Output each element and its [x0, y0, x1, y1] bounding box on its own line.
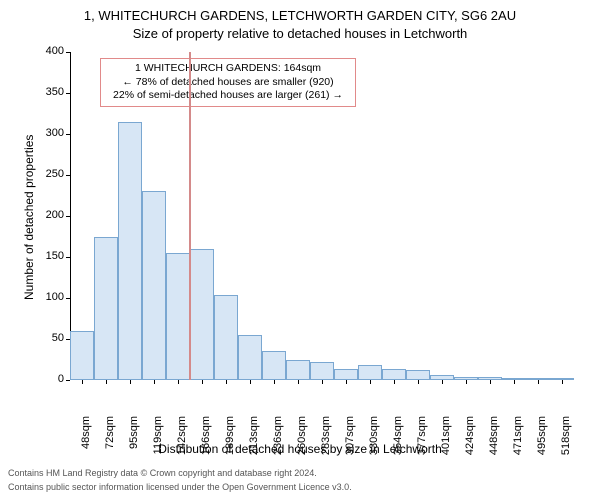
x-tick-mark: [322, 380, 323, 384]
y-tick-label: 0: [34, 373, 64, 385]
x-tick-label: 260sqm: [296, 416, 308, 468]
histogram-bar: [358, 365, 382, 380]
x-tick-mark: [538, 380, 539, 384]
footer-copyright-1: Contains HM Land Registry data © Crown c…: [8, 468, 317, 478]
histogram-bar: [238, 335, 262, 380]
y-tick-label: 100: [34, 291, 64, 303]
y-tick-label: 400: [34, 45, 64, 57]
annotation-line-size: 1 WHITECHURCH GARDENS: 164sqm: [107, 62, 349, 76]
x-tick-label: 495sqm: [536, 416, 548, 468]
footer-copyright-2: Contains public sector information licen…: [8, 482, 352, 492]
x-tick-label: 471sqm: [512, 416, 524, 468]
y-tick-mark: [66, 298, 70, 299]
histogram-bar: [190, 249, 214, 380]
histogram-bar: [286, 360, 310, 381]
x-tick-label: 424sqm: [464, 416, 476, 468]
chart-title-address: 1, WHITECHURCH GARDENS, LETCHWORTH GARDE…: [0, 8, 600, 23]
annotation-line-larger: 22% of semi-detached houses are larger (…: [107, 89, 349, 103]
x-tick-mark: [226, 380, 227, 384]
x-tick-mark: [178, 380, 179, 384]
x-tick-label: 166sqm: [200, 416, 212, 468]
histogram-bar: [94, 237, 118, 381]
x-tick-label: 236sqm: [272, 416, 284, 468]
y-tick-mark: [66, 52, 70, 53]
property-annotation-box: 1 WHITECHURCH GARDENS: 164sqm ← 78% of d…: [100, 58, 356, 107]
x-tick-mark: [466, 380, 467, 384]
x-tick-label: 119sqm: [152, 416, 164, 468]
y-tick-label: 150: [34, 250, 64, 262]
y-tick-label: 350: [34, 86, 64, 98]
x-tick-mark: [394, 380, 395, 384]
x-tick-mark: [274, 380, 275, 384]
x-tick-mark: [154, 380, 155, 384]
chart-figure: 1, WHITECHURCH GARDENS, LETCHWORTH GARDE…: [0, 0, 600, 500]
y-tick-mark: [66, 257, 70, 258]
x-tick-mark: [514, 380, 515, 384]
x-tick-mark: [418, 380, 419, 384]
histogram-bar: [70, 331, 94, 380]
histogram-bar: [382, 369, 406, 380]
chart-title-subtitle: Size of property relative to detached ho…: [0, 26, 600, 41]
y-tick-mark: [66, 134, 70, 135]
x-tick-mark: [370, 380, 371, 384]
x-tick-mark: [562, 380, 563, 384]
histogram-bar: [262, 351, 286, 380]
x-tick-label: 95sqm: [128, 416, 140, 468]
x-tick-mark: [250, 380, 251, 384]
x-tick-label: 48sqm: [80, 416, 92, 468]
histogram-bar: [142, 191, 166, 380]
y-tick-label: 300: [34, 127, 64, 139]
x-tick-label: 354sqm: [392, 416, 404, 468]
histogram-bar: [118, 122, 142, 380]
x-tick-mark: [82, 380, 83, 384]
x-tick-label: 518sqm: [560, 416, 572, 468]
y-tick-label: 50: [34, 332, 64, 344]
x-tick-label: 72sqm: [104, 416, 116, 468]
x-tick-label: 330sqm: [368, 416, 380, 468]
y-tick-mark: [66, 175, 70, 176]
y-tick-mark: [66, 380, 70, 381]
x-tick-mark: [298, 380, 299, 384]
x-tick-mark: [442, 380, 443, 384]
histogram-bar: [214, 295, 238, 380]
y-tick-mark: [66, 216, 70, 217]
x-tick-mark: [106, 380, 107, 384]
histogram-bar: [310, 362, 334, 380]
x-tick-label: 189sqm: [224, 416, 236, 468]
x-tick-mark: [346, 380, 347, 384]
x-tick-mark: [490, 380, 491, 384]
x-tick-label: 448sqm: [488, 416, 500, 468]
annotation-line-smaller: ← 78% of detached houses are smaller (92…: [107, 76, 349, 90]
y-tick-label: 200: [34, 209, 64, 221]
x-tick-label: 401sqm: [440, 416, 452, 468]
histogram-bar: [166, 253, 190, 380]
x-tick-label: 307sqm: [344, 416, 356, 468]
histogram-bar: [334, 369, 358, 380]
y-tick-label: 250: [34, 168, 64, 180]
property-marker-line: [189, 52, 191, 380]
x-tick-mark: [130, 380, 131, 384]
x-tick-label: 213sqm: [248, 416, 260, 468]
histogram-bar: [406, 370, 430, 380]
y-tick-mark: [66, 93, 70, 94]
x-tick-label: 142sqm: [176, 416, 188, 468]
x-tick-mark: [202, 380, 203, 384]
x-tick-label: 377sqm: [416, 416, 428, 468]
x-tick-label: 283sqm: [320, 416, 332, 468]
